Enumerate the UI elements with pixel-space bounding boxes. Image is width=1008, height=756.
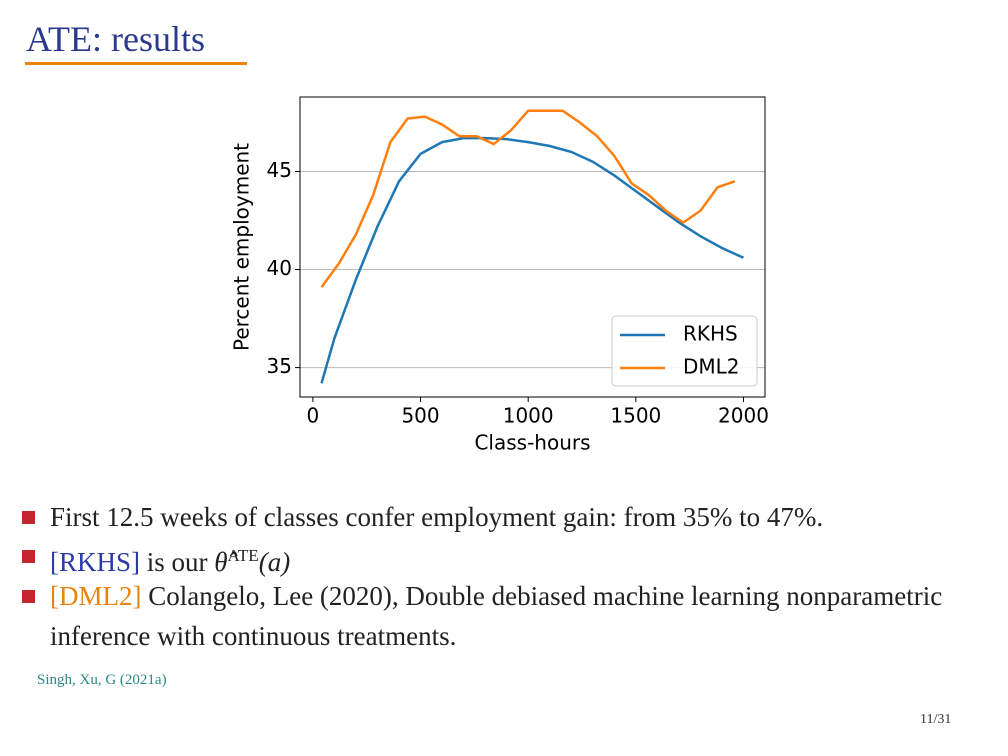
y-tick-label: 45: [267, 158, 292, 182]
bullet-marker: [22, 590, 35, 603]
y-tick-label: 35: [267, 354, 292, 378]
bullet-tag: [RKHS]: [50, 547, 141, 577]
x-axis-label: Class-hours: [474, 431, 590, 455]
line-series: [320, 109, 736, 288]
citation: Singh, Xu, G (2021a): [37, 672, 167, 688]
bullet-text: is our: [146, 547, 208, 577]
line-series: [320, 136, 744, 384]
bullet: First 12.5 weeks of classes confer emplo…: [22, 497, 990, 537]
page-number: 11/31: [920, 712, 952, 727]
math-arg: (a): [258, 547, 291, 577]
bullet-marker: [22, 550, 35, 563]
bullet: [DML2] Colangelo, Lee (2020), Double deb…: [22, 576, 990, 656]
bullet-text: Colangelo, Lee (2020), Double debiased m…: [50, 581, 943, 651]
bullet-text: First 12.5 weeks of classes confer emplo…: [50, 502, 824, 532]
legend-label: RKHS: [683, 322, 738, 346]
title-underline: [25, 62, 247, 65]
y-axis-label: Percent employment: [230, 143, 254, 351]
math-sup: ATE: [227, 546, 259, 565]
bullet: [RKHS] is our θ̂ATE(a): [22, 536, 990, 582]
x-tick-label: 2000: [718, 404, 769, 428]
x-tick-label: 1000: [503, 404, 554, 428]
legend-label: DML2: [683, 355, 740, 379]
slide-title: ATE: results: [26, 19, 205, 59]
y-tick-label: 40: [267, 256, 292, 280]
plot-frame: [299, 96, 766, 398]
bullet-tag: [DML2]: [50, 581, 142, 611]
chart: 35 40 45 0 500 1000 1500 2000 Class-hours Percent…: [230, 96, 769, 455]
x-tick-label: 500: [401, 404, 439, 428]
bullet-marker: [22, 511, 35, 524]
x-tick-label: 1500: [610, 404, 661, 428]
x-tick-label: 0: [307, 404, 320, 428]
math: θ̂: [214, 547, 228, 577]
